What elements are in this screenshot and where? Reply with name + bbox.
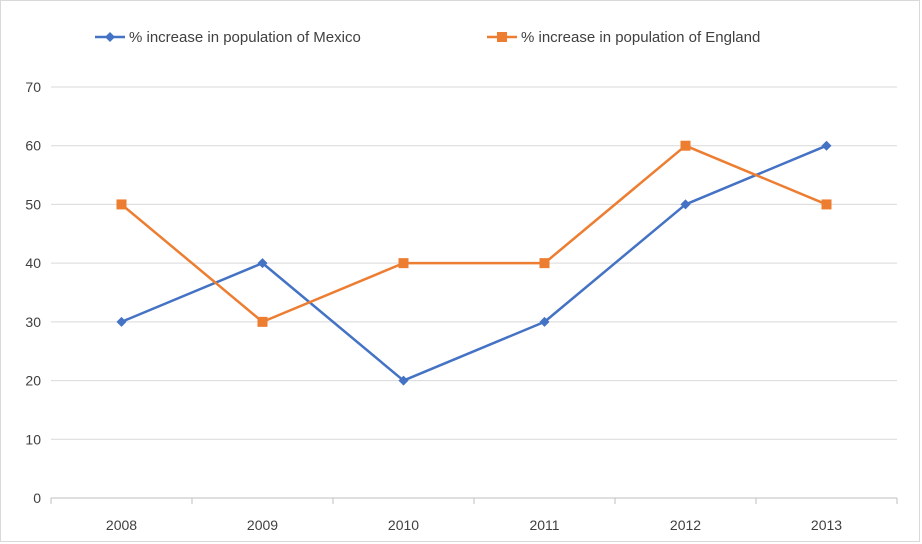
x-tick-label: 2012: [670, 517, 701, 533]
y-tick-label: 20: [25, 373, 41, 389]
x-tick-label: 2008: [106, 517, 137, 533]
x-tick-label: 2009: [247, 517, 278, 533]
square-marker: [497, 32, 507, 42]
series-layer: [116, 140, 832, 386]
legend: % increase in population of Mexico % incr…: [95, 29, 760, 46]
y-tick-label: 70: [25, 79, 41, 95]
square-marker: [398, 258, 409, 269]
legend-item: % increase in population of Mexico: [95, 29, 361, 46]
series-line: [121, 144, 827, 382]
y-tick-label: 0: [33, 490, 41, 506]
square-marker: [257, 316, 268, 327]
y-tick-label: 50: [25, 196, 41, 212]
square-marker: [821, 199, 832, 210]
y-tick-label: 30: [25, 314, 41, 330]
diamond-marker: [116, 316, 127, 327]
x-tick-label: 2010: [388, 517, 419, 533]
x-tick-label: 2011: [529, 517, 559, 533]
diamond-marker: [821, 140, 832, 151]
x-tick-label: 2013: [811, 517, 842, 533]
legend-label: % increase in population of Mexico: [129, 29, 361, 46]
diamond-marker: [105, 32, 115, 42]
y-tick-label: 60: [25, 138, 41, 154]
diamond-marker: [257, 258, 268, 269]
y-axis-tick-labels: 0 10 20 30 40 50 60 70: [25, 79, 41, 506]
square-marker: [680, 140, 691, 151]
square-marker: [539, 258, 550, 269]
y-tick-label: 40: [25, 255, 41, 271]
series-line: [120, 144, 827, 324]
square-marker: [116, 199, 127, 210]
series-mexico: [116, 140, 832, 386]
x-axis: 2008 2009 2010 2011 2012 2013: [50, 497, 898, 533]
diamond-marker: [680, 199, 691, 210]
diamond-marker: [398, 375, 409, 386]
series-england: [116, 140, 832, 327]
diamond-marker: [539, 316, 550, 327]
gridlines: [51, 86, 897, 440]
legend-item: % increase in population of England: [487, 29, 760, 46]
y-tick-label: 10: [25, 431, 41, 447]
legend-label: % increase in population of England: [521, 29, 760, 46]
